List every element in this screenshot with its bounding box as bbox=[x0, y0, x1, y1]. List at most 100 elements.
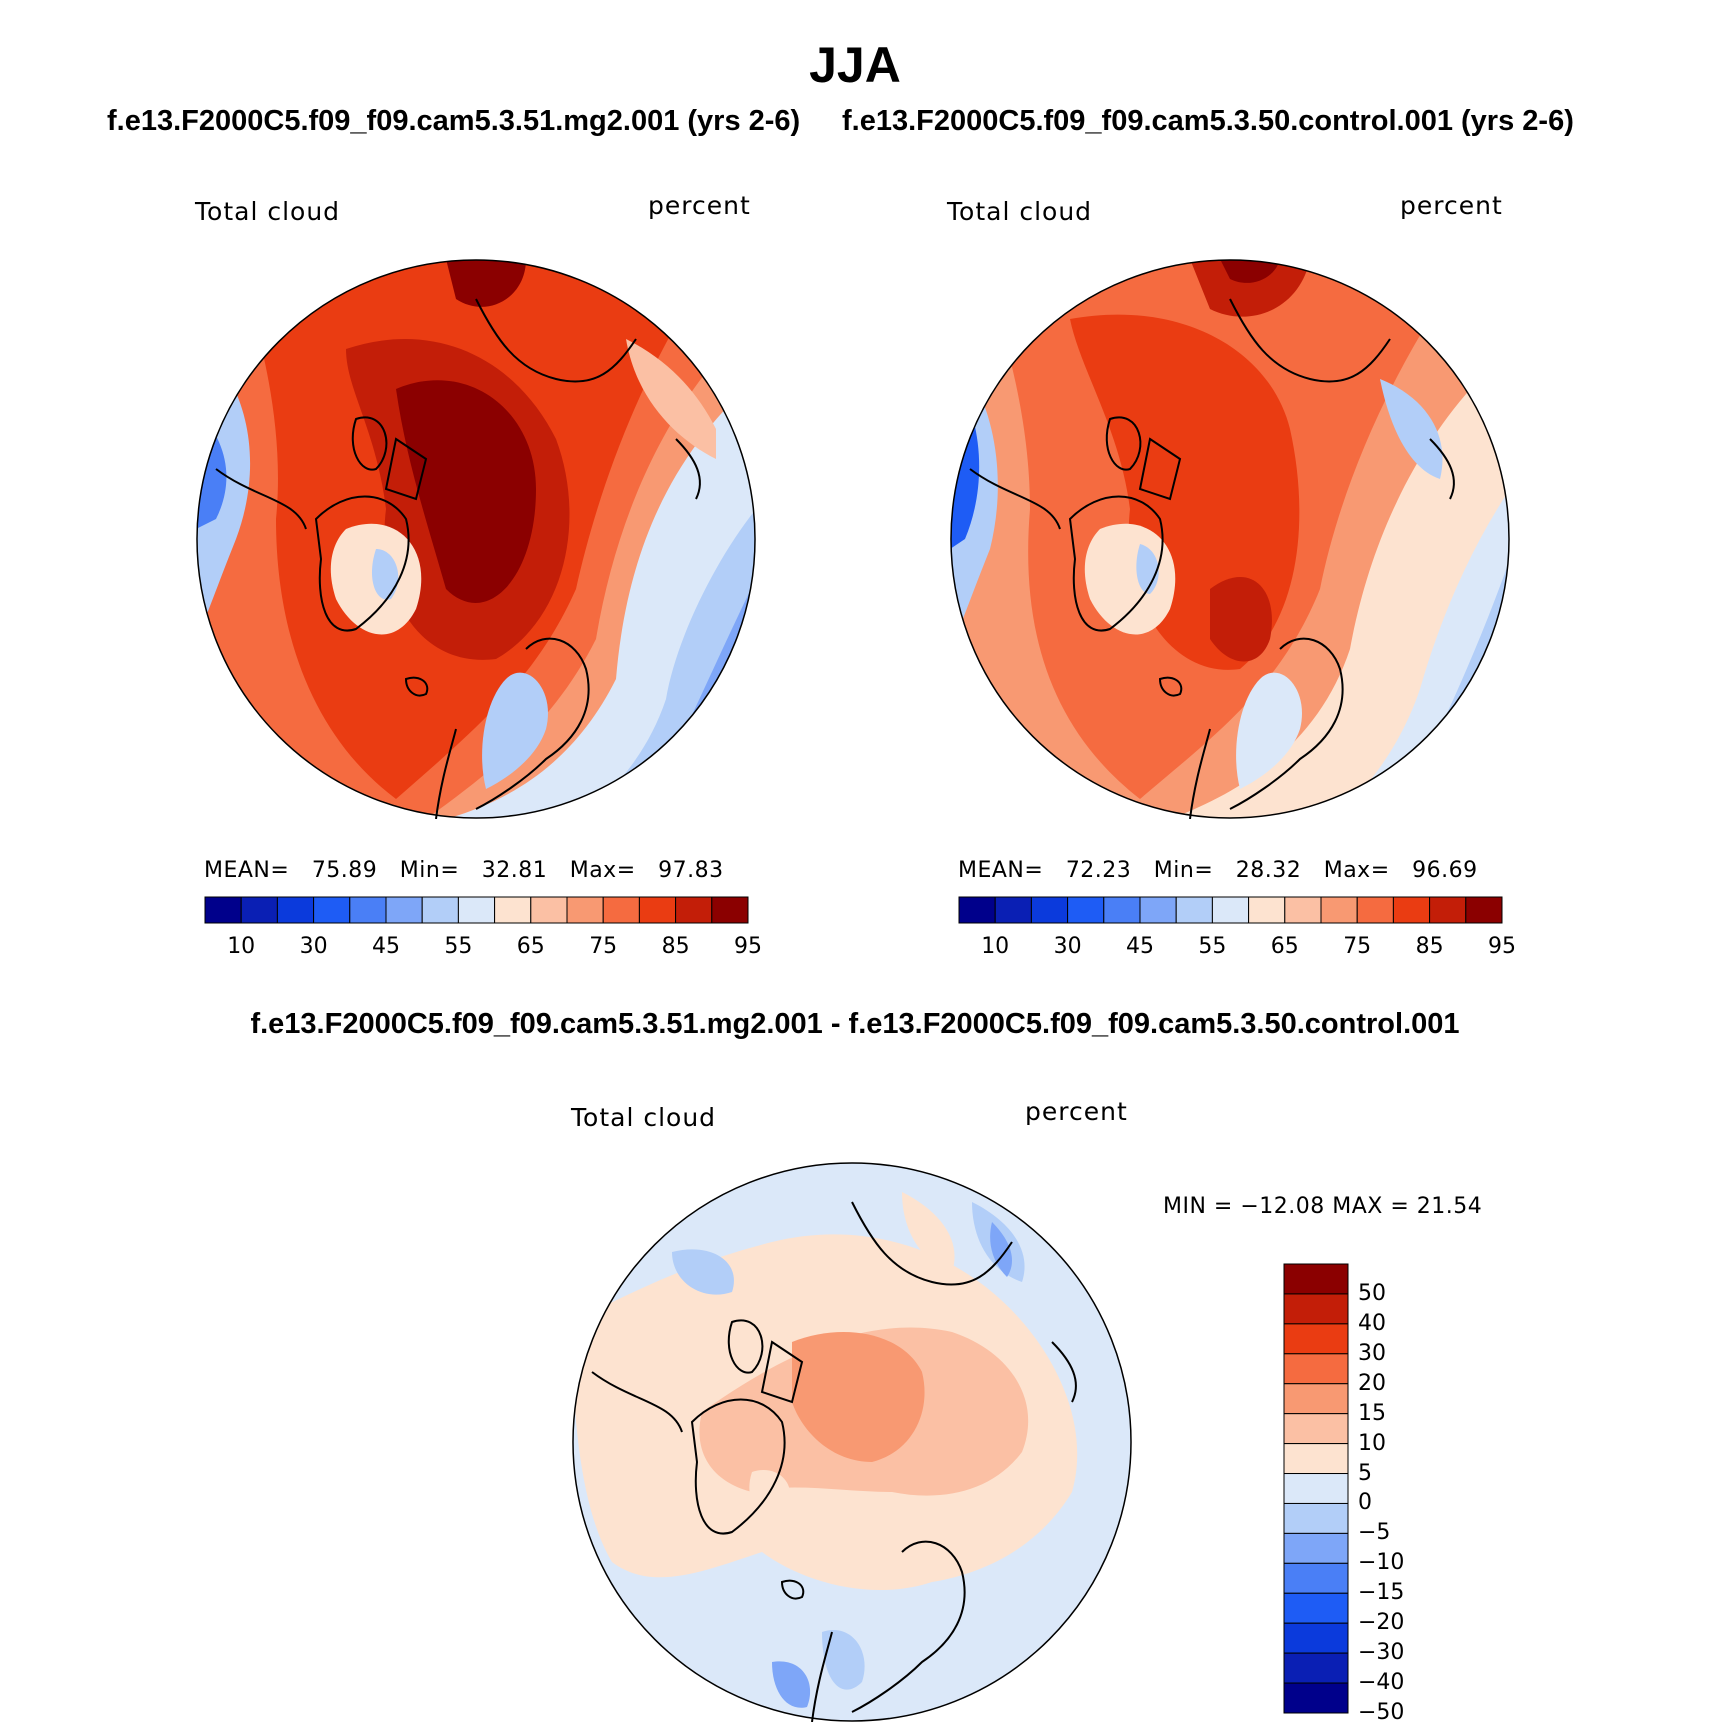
figure-title: JJA bbox=[809, 37, 901, 93]
colorbar-swatch bbox=[1283, 1263, 1349, 1295]
colorbar-swatch bbox=[1320, 896, 1358, 924]
colorbar-tick-label: −10 bbox=[1358, 1550, 1405, 1576]
colorbar-swatch bbox=[1283, 1532, 1349, 1564]
colorbar-swatch bbox=[1284, 896, 1322, 924]
colorbar-swatch bbox=[1103, 896, 1141, 924]
colorbar-tick-label: 85 bbox=[1415, 934, 1444, 959]
colorbar-tick-label: 5 bbox=[1358, 1460, 1372, 1486]
colorbar-tick-label: 0 bbox=[1358, 1490, 1372, 1516]
colorbar-swatch bbox=[1392, 896, 1431, 924]
colorbar-tick-label: 45 bbox=[372, 934, 400, 959]
colorbar-swatch bbox=[1283, 1473, 1349, 1504]
panel3-variable-label: Total cloud bbox=[571, 1103, 717, 1132]
panel3-minmax: MIN = −12.08 MAX = 21.54 bbox=[1163, 1194, 1483, 1219]
panel2-mean-label: MEAN= bbox=[958, 858, 1044, 883]
difference-colorbar-ticks: 50 40 30 20 15 10 5 0 −5 −10 −15 −20 −30 −40 −50 bbox=[1358, 1263, 1438, 1725]
colorbar-tick-label: −20 bbox=[1358, 1610, 1405, 1636]
panel1-min-value: 32.81 bbox=[481, 858, 548, 883]
panel2-min-label: Min= bbox=[1153, 858, 1214, 883]
colorbar-swatch bbox=[1175, 896, 1213, 924]
colorbar-tick-label: 30 bbox=[1358, 1340, 1386, 1366]
colorbar-tick-label: 20 bbox=[1358, 1370, 1386, 1396]
colorbar-swatch bbox=[1283, 1502, 1349, 1534]
colorbar-tick-label: 10 bbox=[981, 934, 1010, 959]
difference-title: f.e13.F2000C5.f09_f09.cam5.3.51.mg2.001 … bbox=[250, 1008, 1460, 1040]
case-title-left: f.e13.F2000C5.f09_f09.cam5.3.51.mg2.001 … bbox=[107, 105, 801, 137]
colorbar-swatch bbox=[1283, 1622, 1349, 1654]
colorbar-swatch bbox=[1283, 1562, 1349, 1594]
colorbar-swatch bbox=[494, 896, 532, 924]
panel1-colorbar-ticks: 10 30 45 55 65 75 85 95 bbox=[204, 934, 762, 964]
panel2-map bbox=[950, 259, 1510, 819]
colorbar-tick-label: 85 bbox=[661, 934, 690, 959]
colorbar-swatch bbox=[313, 896, 351, 924]
colorbar-swatch bbox=[566, 896, 604, 924]
colorbar-swatch bbox=[1283, 1443, 1349, 1475]
colorbar-swatch bbox=[1356, 896, 1394, 924]
panel1-min-label: Min= bbox=[399, 858, 460, 883]
colorbar-swatch bbox=[1067, 896, 1105, 924]
panel2-max-label: Max= bbox=[1323, 858, 1390, 883]
panel1-mean-value: 75.89 bbox=[311, 858, 378, 883]
colorbar-swatch bbox=[1283, 1383, 1349, 1415]
colorbar-tick-label: 15 bbox=[1358, 1400, 1386, 1426]
colorbar-swatch bbox=[1283, 1682, 1349, 1714]
colorbar-tick-label: 75 bbox=[589, 934, 618, 959]
colorbar-tick-label: 55 bbox=[1198, 934, 1227, 959]
colorbar-tick-label: 55 bbox=[444, 934, 473, 959]
colorbar-tick-label: 65 bbox=[516, 934, 545, 959]
colorbar-tick-label: 75 bbox=[1343, 934, 1372, 959]
panel2-stats: MEAN= 72.23 Min= 28.32 Max= 96.69 bbox=[958, 858, 1478, 883]
panel3-difference-field bbox=[573, 1163, 1131, 1721]
colorbar-swatch bbox=[1429, 896, 1467, 924]
panel1-cloud-field bbox=[197, 260, 755, 818]
colorbar-swatch bbox=[1211, 896, 1250, 924]
colorbar-swatch bbox=[994, 896, 1032, 924]
panel1-max-value: 97.83 bbox=[658, 858, 724, 883]
panel1-map bbox=[196, 259, 756, 819]
panel1-colorbar bbox=[204, 896, 749, 924]
case-title-right: f.e13.F2000C5.f09_f09.cam5.3.50.control.… bbox=[842, 105, 1574, 137]
colorbar-swatch bbox=[385, 896, 423, 924]
colorbar-swatch bbox=[1283, 1652, 1349, 1684]
colorbar-tick-label: −5 bbox=[1358, 1520, 1391, 1546]
panel1-max-label: Max= bbox=[569, 858, 636, 883]
colorbar-swatch bbox=[276, 896, 315, 924]
colorbar-tick-label: 10 bbox=[227, 934, 256, 959]
colorbar-swatch bbox=[421, 896, 459, 924]
panel3-units-label: percent bbox=[1025, 1097, 1128, 1126]
panel1-mean-label: MEAN= bbox=[204, 858, 290, 883]
colorbar-swatch bbox=[1283, 1353, 1349, 1385]
colorbar-tick-label: 30 bbox=[1053, 934, 1082, 959]
panel3-coastlines bbox=[591, 1201, 1077, 1722]
colorbar-swatch bbox=[1465, 896, 1503, 924]
colorbar-swatch bbox=[530, 896, 568, 924]
colorbar-swatch bbox=[1283, 1323, 1349, 1355]
colorbar-tick-label: −50 bbox=[1358, 1700, 1405, 1725]
colorbar-swatch bbox=[1139, 896, 1177, 924]
colorbar-swatch bbox=[1283, 1592, 1349, 1624]
colorbar-swatch bbox=[1248, 896, 1286, 924]
panel2-units-label: percent bbox=[1400, 191, 1503, 220]
panel2-colorbar-ticks: 10 30 45 55 65 75 85 95 bbox=[958, 934, 1516, 964]
colorbar-swatch bbox=[349, 896, 387, 924]
colorbar-tick-label: 30 bbox=[299, 934, 328, 959]
panel1-variable-label: Total cloud bbox=[195, 197, 341, 226]
colorbar-tick-label: 10 bbox=[1358, 1430, 1386, 1456]
colorbar-swatch bbox=[204, 896, 242, 924]
colorbar-swatch bbox=[1030, 896, 1069, 924]
difference-colorbar bbox=[1283, 1263, 1349, 1714]
panel2-min-value: 28.32 bbox=[1235, 858, 1302, 883]
colorbar-swatch bbox=[602, 896, 640, 924]
panel2-variable-label: Total cloud bbox=[947, 197, 1093, 226]
colorbar-swatch bbox=[638, 896, 677, 924]
panel1-coastlines bbox=[215, 298, 701, 819]
colorbar-swatch bbox=[1283, 1293, 1349, 1325]
colorbar-tick-label: −30 bbox=[1358, 1640, 1405, 1666]
panel2-cloud-field bbox=[951, 260, 1509, 818]
panel3-map bbox=[572, 1162, 1132, 1722]
colorbar-tick-label: 40 bbox=[1358, 1310, 1386, 1336]
panel1-units-label: percent bbox=[648, 191, 751, 220]
panel2-max-value: 96.69 bbox=[1412, 858, 1478, 883]
colorbar-tick-label: 95 bbox=[734, 934, 762, 959]
